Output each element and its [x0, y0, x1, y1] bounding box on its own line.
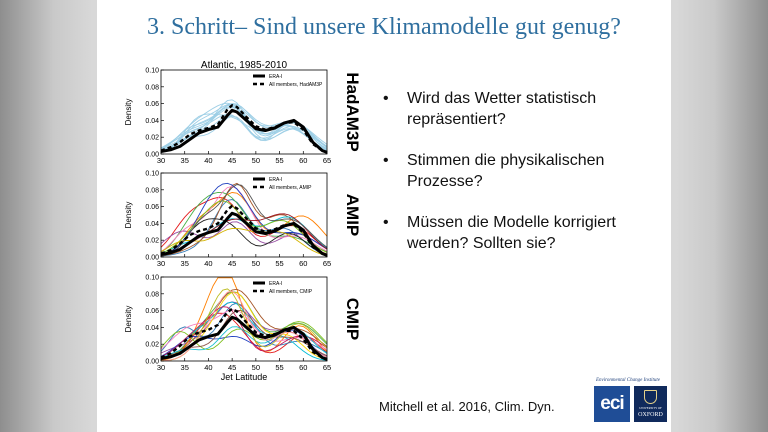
x-tick-label: 40	[204, 156, 212, 165]
x-tick-label: 40	[204, 363, 212, 372]
plot-frame	[160, 69, 328, 155]
x-tick-label: 60	[299, 156, 307, 165]
series-ensemble-mean-line	[160, 204, 328, 257]
bullet-item: • Stimmen die physikalischen Prozesse?	[383, 150, 663, 192]
oxford-small-text: UNIVERSITY OF	[639, 406, 662, 410]
eci-logo: eci	[594, 386, 630, 422]
ensemble-line	[160, 191, 328, 253]
y-axis-label: Density	[124, 306, 133, 333]
chart-panel-2: 0.00 0.02 0.04 0.06 0.08 0.10 30 35 40 45 50 55 60 65…	[124, 171, 362, 269]
oxford-name-text: OXFORD	[638, 412, 663, 418]
oxford-logo: UNIVERSITY OF OXFORD	[634, 386, 667, 422]
y-tick-label: 0.02	[145, 135, 159, 142]
eci-caption: Environmental Change Institute	[596, 378, 660, 383]
bullet-text: Müssen die Modelle korrigiert werden? So…	[407, 214, 616, 252]
legend-label: ERA-I	[269, 177, 282, 183]
x-tick-label: 45	[228, 363, 236, 372]
y-tick-label: 0.02	[145, 342, 159, 349]
legend-label: ERA-I	[269, 74, 282, 80]
y-tick-label: 0.06	[145, 308, 159, 315]
citation: Mitchell et al. 2016, Clim. Dyn.	[379, 399, 555, 414]
x-tick-label: 30	[157, 156, 165, 165]
slide-title: 3. Schritt– Sind unsere Klimamodelle gut…	[147, 14, 621, 40]
y-tick-label: 0.02	[145, 238, 159, 245]
bullet-text: Stimmen die physikalischen Prozesse?	[407, 152, 605, 190]
ensemble-line	[160, 192, 328, 256]
ensemble-line	[160, 115, 328, 153]
x-tick-label: 50	[252, 363, 260, 372]
legend-label: ERA-I	[269, 281, 282, 287]
chart-panel-1: 0.00 0.02 0.04 0.06 0.08 0.10 30 35 40 45 50 55 60 65…	[124, 60, 362, 165]
x-tick-label: 65	[323, 363, 331, 372]
oxford-shield-icon	[644, 390, 657, 404]
x-tick-label: 30	[157, 259, 165, 268]
x-tick-label: 50	[252, 156, 260, 165]
y-tick-label: 0.00	[145, 152, 159, 159]
series-era-line	[160, 108, 328, 154]
x-tick-label: 60	[299, 363, 307, 372]
bullet-glyph: •	[383, 152, 389, 169]
x-tick-label: 45	[228, 259, 236, 268]
y-tick-label: 0.10	[145, 275, 159, 282]
legend-label: All members, HadAM3P	[269, 82, 323, 88]
y-axis-label: Density	[124, 202, 133, 229]
plot-frame	[160, 172, 328, 258]
ensemble-line	[160, 182, 328, 256]
y-tick-label: 0.08	[145, 187, 159, 194]
x-tick-label: 35	[181, 259, 189, 268]
legend-label: All members, CMIP	[269, 289, 313, 295]
x-tick-label: 55	[275, 156, 283, 165]
bullet-glyph: •	[383, 90, 389, 107]
x-tick-label: 40	[204, 259, 212, 268]
ensemble-line	[160, 309, 328, 350]
y-tick-label: 0.00	[145, 255, 159, 262]
x-tick-label: 35	[181, 363, 189, 372]
charts-area: 0.00 0.02 0.04 0.06 0.08 0.10 30 35 40 45 50 55 60 65…	[124, 60, 362, 383]
x-tick-label: 55	[275, 259, 283, 268]
y-tick-label: 0.04	[145, 118, 159, 125]
y-tick-label: 0.10	[145, 68, 159, 75]
y-tick-label: 0.08	[145, 291, 159, 298]
x-tick-label: 55	[275, 363, 283, 372]
y-tick-label: 0.08	[145, 84, 159, 91]
chart-panel-3: 0.00 0.02 0.04 0.06 0.08 0.10 30 35 40 45 50 55 60 65…	[124, 275, 362, 383]
model-label: HadAM3P	[343, 72, 362, 151]
x-tick-label: 50	[252, 259, 260, 268]
ensemble-line	[160, 184, 328, 257]
chart-title: Atlantic, 1985-2010	[201, 60, 288, 71]
x-tick-label: 60	[299, 259, 307, 268]
legend-label: All members, AMIP	[269, 185, 312, 191]
model-label: CMIP	[343, 298, 362, 341]
y-tick-label: 0.04	[145, 325, 159, 332]
series-ensemble-mean-line	[160, 104, 328, 154]
series-era-line	[160, 315, 328, 361]
bullet-list: • Wird das Wetter statistisch repräsentie…	[383, 88, 663, 274]
x-tick-label: 30	[157, 363, 165, 372]
model-label: AMIP	[343, 194, 362, 237]
y-tick-label: 0.10	[145, 171, 159, 178]
series-era-line	[160, 211, 328, 257]
x-tick-label: 65	[323, 156, 331, 165]
slide: 3. Schritt– Sind unsere Klimamodelle gut…	[97, 0, 671, 432]
x-axis-label: Jet Latitude	[221, 372, 268, 382]
ensemble-line	[160, 227, 328, 256]
x-tick-label: 65	[323, 259, 331, 268]
series-ensemble-mean-line	[160, 307, 328, 361]
y-tick-label: 0.00	[145, 359, 159, 366]
y-tick-label: 0.04	[145, 221, 159, 228]
ensemble-line	[160, 200, 328, 254]
bullet-text: Wird das Wetter statistisch repräsentier…	[407, 90, 597, 128]
bullet-glyph: •	[383, 214, 389, 231]
y-axis-label: Density	[124, 99, 133, 126]
bullet-item: • Wird das Wetter statistisch repräsentie…	[383, 88, 663, 130]
y-tick-label: 0.06	[145, 101, 159, 108]
ensemble-line	[160, 102, 328, 150]
x-tick-label: 45	[228, 156, 236, 165]
ensemble-line	[160, 288, 328, 361]
bullet-item: • Müssen die Modelle korrigiert werden? S…	[383, 212, 663, 254]
x-tick-label: 35	[181, 156, 189, 165]
plot-frame	[160, 276, 328, 362]
y-tick-label: 0.06	[145, 204, 159, 211]
